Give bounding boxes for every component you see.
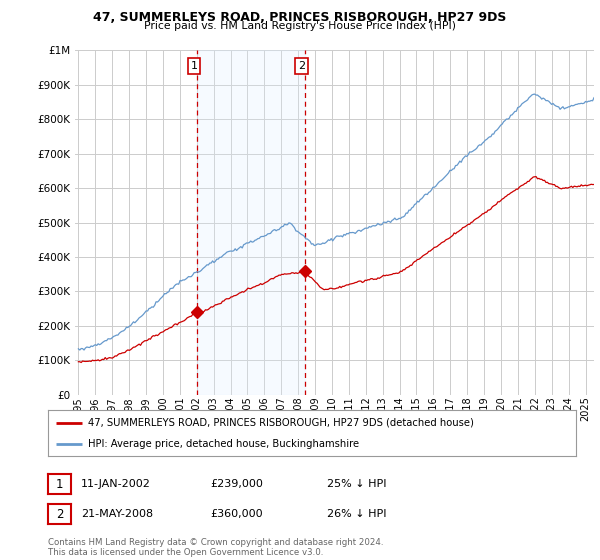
Text: 26% ↓ HPI: 26% ↓ HPI [327,509,386,519]
Text: £239,000: £239,000 [210,479,263,489]
Text: 11-JAN-2002: 11-JAN-2002 [81,479,151,489]
Text: 1: 1 [191,60,197,71]
Text: Contains HM Land Registry data © Crown copyright and database right 2024.
This d: Contains HM Land Registry data © Crown c… [48,538,383,557]
Text: 1: 1 [56,478,63,491]
Text: £360,000: £360,000 [210,509,263,519]
Text: 21-MAY-2008: 21-MAY-2008 [81,509,153,519]
Text: 47, SUMMERLEYS ROAD, PRINCES RISBOROUGH, HP27 9DS: 47, SUMMERLEYS ROAD, PRINCES RISBOROUGH,… [94,11,506,24]
Text: HPI: Average price, detached house, Buckinghamshire: HPI: Average price, detached house, Buck… [88,439,359,449]
Text: 2: 2 [298,60,305,71]
Bar [197,50,305,395]
Text: 47, SUMMERLEYS ROAD, PRINCES RISBOROUGH, HP27 9DS (detached house): 47, SUMMERLEYS ROAD, PRINCES RISBOROUGH,… [88,418,473,428]
Text: Price paid vs. HM Land Registry's House Price Index (HPI): Price paid vs. HM Land Registry's House … [144,21,456,31]
Text: 2: 2 [56,507,63,521]
Text: 25% ↓ HPI: 25% ↓ HPI [327,479,386,489]
